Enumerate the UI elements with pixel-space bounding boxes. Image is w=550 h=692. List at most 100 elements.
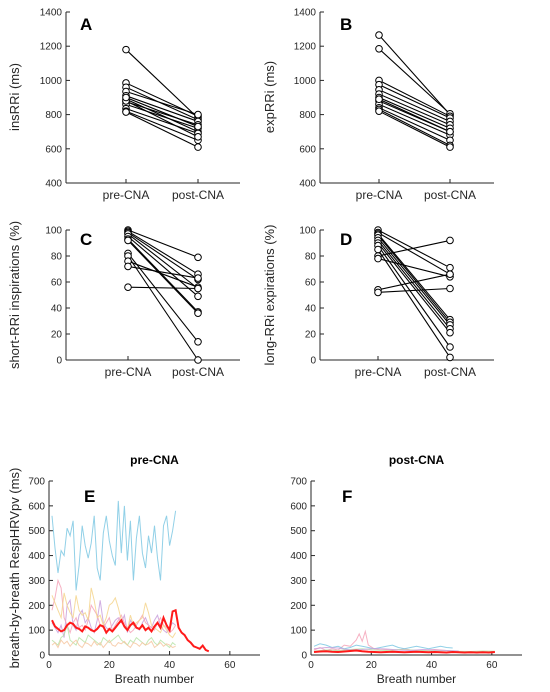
paired-line <box>377 234 451 323</box>
y-tick-label: 0 <box>301 651 307 662</box>
paired-line <box>377 237 451 326</box>
y-tick-label: 80 <box>305 252 317 263</box>
y-tick-label: 600 <box>45 144 62 155</box>
y-tick-label: 400 <box>45 179 62 190</box>
pre-point <box>374 254 382 263</box>
individual-series-line <box>51 500 177 591</box>
x-tick-label: pre-CNA <box>356 188 403 202</box>
pre-point <box>122 108 130 116</box>
x-tick-label: 20 <box>104 660 116 671</box>
y-tick-label: 0 <box>39 651 45 662</box>
pre-point <box>124 283 132 292</box>
y-axis-title: insRRi (ms) <box>7 63 22 131</box>
y-tick-label: 600 <box>299 144 316 155</box>
paired-line <box>127 240 199 314</box>
paired-line <box>378 89 451 122</box>
y-tick-label: 100 <box>28 626 45 637</box>
individual-series-line <box>313 646 459 652</box>
x-tick-label: 0 <box>46 660 52 671</box>
y-tick-label: 400 <box>299 179 316 190</box>
panel-label: D <box>340 230 352 249</box>
y-tick-label: 1000 <box>294 76 317 87</box>
x-tick-label: post-CNA <box>424 188 476 202</box>
y-tick-label: 600 <box>290 501 307 512</box>
panel-label: B <box>340 15 352 34</box>
post-point <box>446 353 454 362</box>
y-tick-label: 0 <box>56 356 62 367</box>
paired-line <box>378 48 451 115</box>
y-axis-title: short-RRi inspirations (%) <box>7 221 22 369</box>
pre-point <box>122 45 130 54</box>
y-tick-label: 300 <box>290 576 307 587</box>
paired-line <box>127 265 199 279</box>
mean-series-line <box>51 608 210 653</box>
y-axis-title: breath-by-breath RespHRVpv (ms) <box>7 468 22 669</box>
paired-line <box>378 107 451 141</box>
post-point <box>194 284 202 293</box>
y-tick-label: 200 <box>290 601 307 612</box>
paired-line <box>127 286 199 290</box>
paired-line <box>378 34 451 115</box>
post-point <box>446 127 454 136</box>
y-tick-label: 40 <box>305 304 317 315</box>
paired-line <box>125 100 199 138</box>
y-tick-label: 800 <box>299 110 316 121</box>
paired-line <box>125 49 199 119</box>
y-tick-label: 1400 <box>294 8 317 19</box>
x-axis-title: Breath number <box>377 672 456 686</box>
mean-series-line <box>313 649 495 654</box>
paired-line <box>125 90 199 116</box>
post-point <box>194 253 202 262</box>
x-axis-title: Breath number <box>115 672 194 686</box>
paired-line <box>377 258 451 278</box>
y-tick-label: 400 <box>290 551 307 562</box>
panel-title: post-CNA <box>389 453 445 467</box>
x-tick-label: 0 <box>308 660 314 671</box>
individual-series-line <box>51 625 176 649</box>
individual-series-line <box>313 643 453 650</box>
paired-line <box>377 273 451 291</box>
panel-label: C <box>80 230 92 249</box>
paired-line <box>377 229 451 269</box>
y-tick-label: 1200 <box>40 42 63 53</box>
panel-d: 0 20 40 60 80 100 long-RRi expirations (%) Dpre… <box>262 225 494 379</box>
pre-point <box>375 44 383 53</box>
paired-line <box>378 96 451 129</box>
paired-line <box>127 229 199 258</box>
post-point <box>446 343 454 351</box>
post-point <box>194 338 202 346</box>
y-tick-label: 200 <box>28 601 45 612</box>
paired-line <box>377 233 451 321</box>
y-tick-label: 20 <box>305 330 317 341</box>
panel-label: A <box>80 15 92 34</box>
y-tick-label: 20 <box>51 330 63 341</box>
y-tick-label: 400 <box>28 551 45 562</box>
post-point <box>446 284 454 293</box>
y-tick-label: 300 <box>28 576 45 587</box>
paired-line <box>127 236 199 297</box>
x-tick-label: post-CNA <box>172 365 224 379</box>
paired-line <box>125 108 199 134</box>
y-tick-label: 1000 <box>40 76 63 87</box>
y-tick-label: 1400 <box>40 8 63 19</box>
panel-f: 0 100 200 300 400 500 600 700 F 0 20 40 60 Breath num… <box>290 453 522 686</box>
paired-line <box>377 242 451 334</box>
post-point <box>194 122 202 131</box>
y-tick-label: 100 <box>45 226 62 237</box>
post-point <box>194 292 202 301</box>
paired-line <box>125 103 199 129</box>
paired-line <box>377 287 451 293</box>
pre-point <box>374 288 382 297</box>
pre-point <box>122 93 130 102</box>
paired-line <box>127 255 199 361</box>
y-axis-title: expRRi (ms) <box>262 61 277 133</box>
post-point <box>446 263 454 272</box>
y-tick-label: 100 <box>299 226 316 237</box>
paired-line <box>127 260 199 288</box>
paired-line <box>377 239 451 257</box>
paired-line <box>378 93 451 126</box>
paired-line <box>127 230 199 275</box>
pre-point <box>375 107 383 115</box>
individual-series-line <box>51 587 177 639</box>
